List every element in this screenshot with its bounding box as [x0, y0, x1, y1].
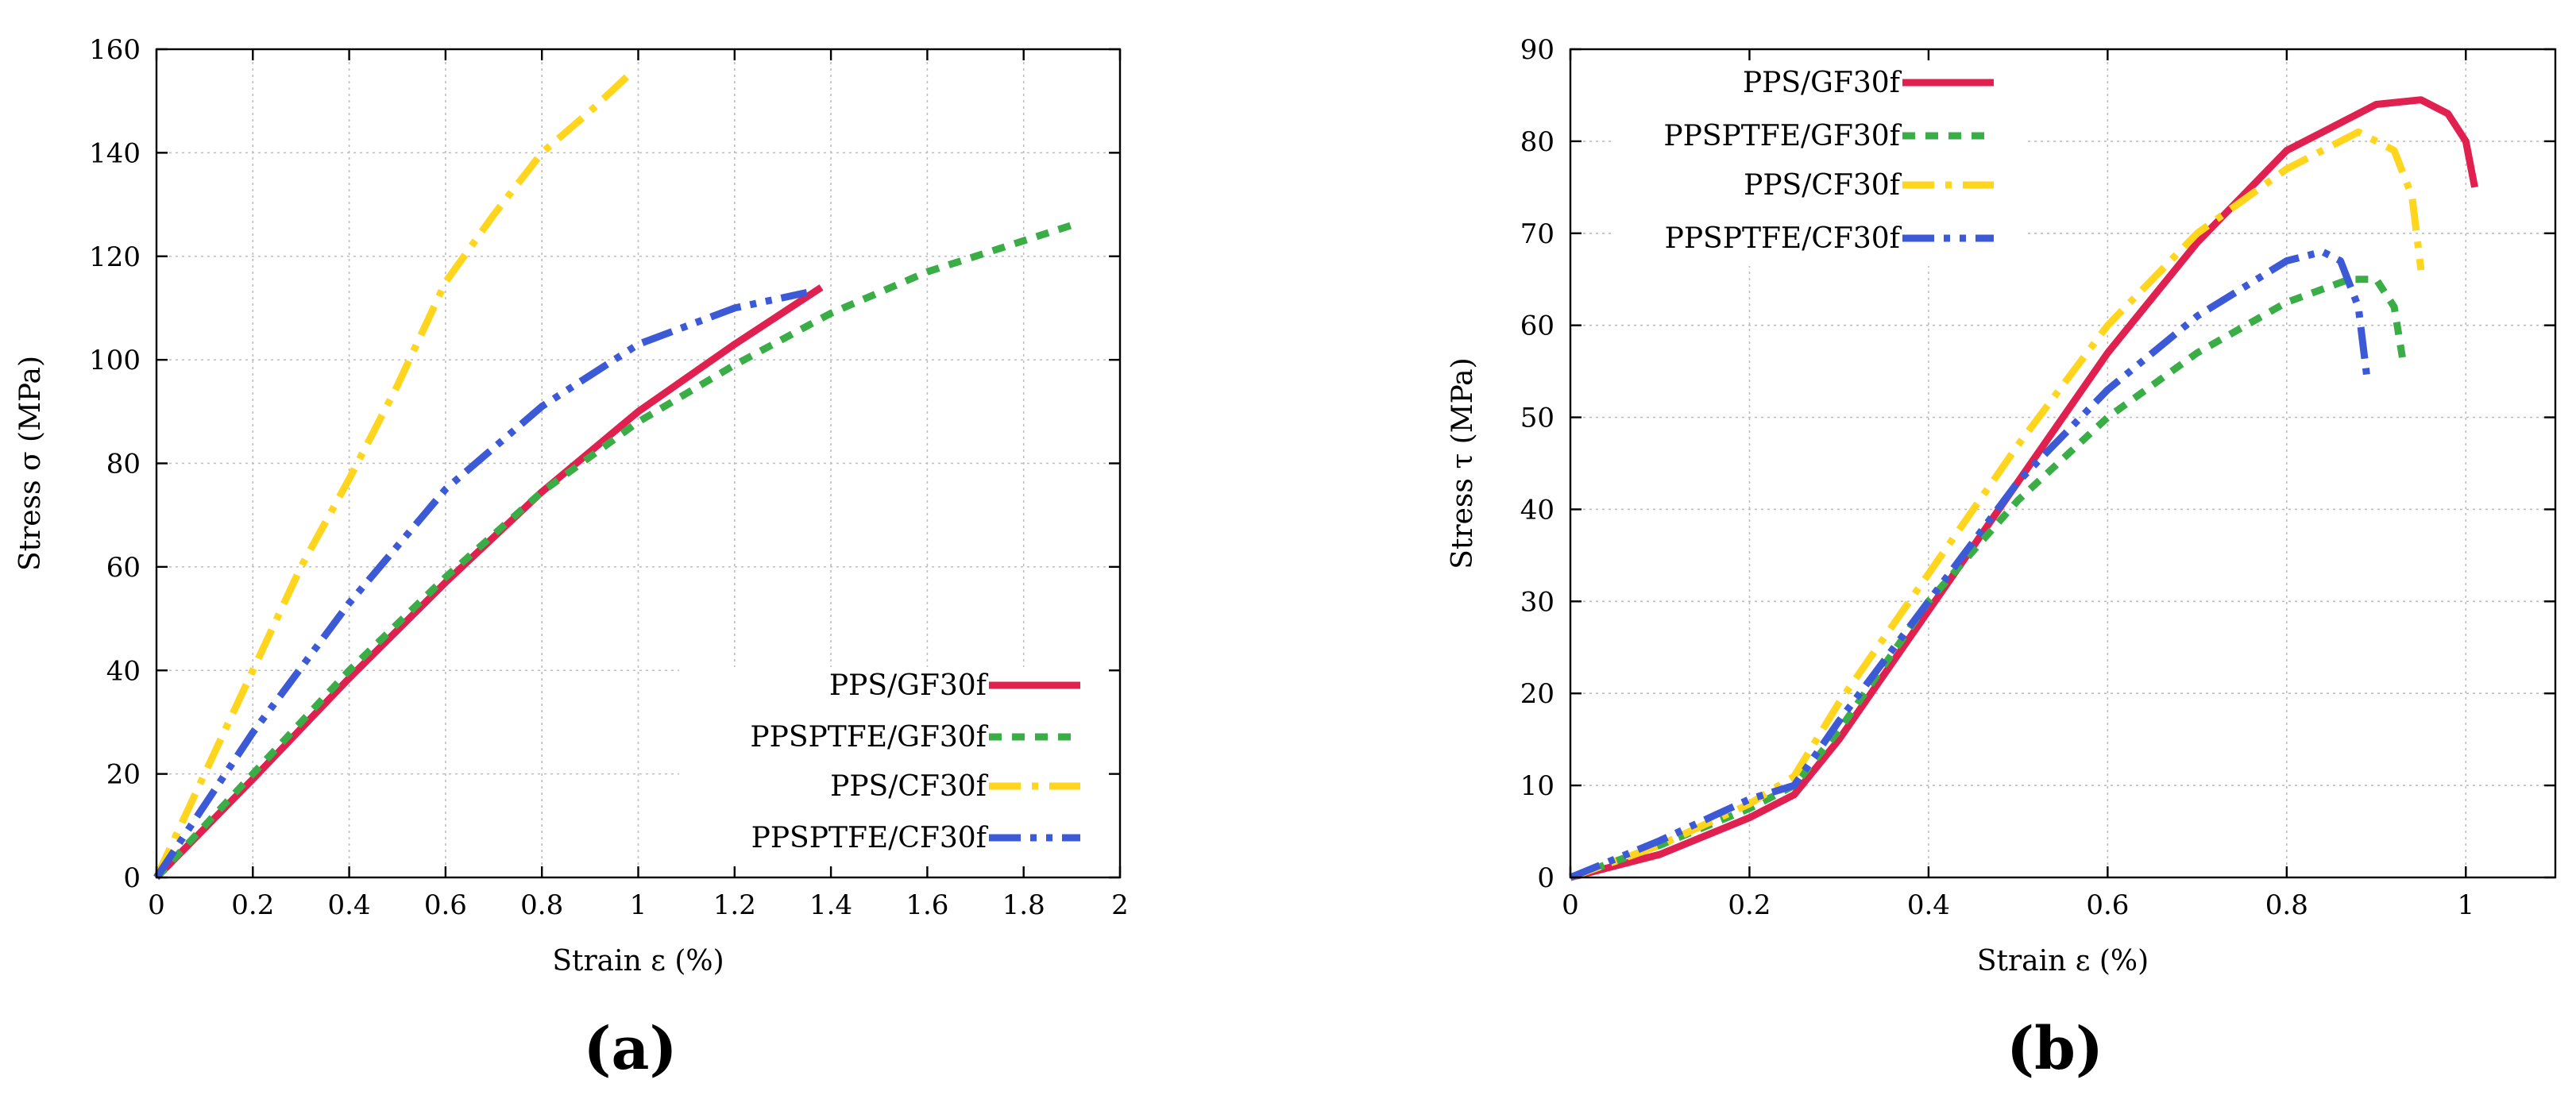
series-group — [153, 72, 1073, 881]
plot-frame — [1569, 48, 2557, 879]
x-tick-label: 0.2 — [1728, 889, 1771, 921]
x-tick-label: 0.6 — [424, 889, 467, 921]
x-tick-label: 0.4 — [328, 889, 371, 921]
x-tick-label: 1.2 — [713, 889, 756, 921]
x-tick-label: 0.8 — [2265, 889, 2308, 921]
y-tick-label: 70 — [1520, 218, 1554, 250]
legend-entry-label: PPSPTFE/GF30f — [750, 721, 988, 754]
series-line-pps-gf30f — [153, 284, 824, 881]
y-tick-label: 10 — [1520, 770, 1554, 802]
legend-entry-label: PPSPTFE/CF30f — [751, 822, 989, 854]
y-tick-label: 0 — [1537, 862, 1554, 894]
x-tick-label: 1 — [630, 889, 647, 921]
y-tick-label: 120 — [89, 241, 141, 273]
legend-entry-label: PPS/GF30f — [1743, 67, 1902, 99]
chart-panel-a: 0 0.2 0.4 0.6 0.8 1 1.2 1.4 1.6 1.8 20204060801001… — [14, 34, 1129, 1083]
y-tick-label: 90 — [1520, 34, 1554, 66]
series-line-pps-cf30f — [153, 72, 631, 879]
y-tick-label: 80 — [106, 449, 141, 480]
grid — [156, 49, 1120, 877]
y-tick-label: 60 — [106, 552, 141, 584]
chart-panel-b: 0 0.2 0.4 0.6 0.8 10102030405060708090Strain … — [1446, 34, 2557, 1083]
legend: PPS/GF30f PPSPTFE/GF30f PPS/CF30f PPSPTFE/C… — [1663, 67, 1994, 255]
x-tick-label: 1.6 — [906, 889, 948, 921]
x-tick-label: 0.2 — [231, 889, 274, 921]
x-tick-label: 1 — [2457, 889, 2474, 921]
x-tick-label: 0.6 — [2086, 889, 2129, 921]
series-line-ppsptfe-cf30f — [153, 288, 808, 880]
y-tick-label: 0 — [123, 862, 141, 894]
x-tick-label: 0.8 — [520, 889, 563, 921]
y-tick-label: 160 — [89, 34, 141, 66]
y-tick-label: 80 — [1520, 126, 1554, 158]
y-axis-label: Stress τ (MPa) — [1446, 357, 1479, 569]
series-line-ppsptfe-cf30f — [1569, 248, 2371, 881]
y-tick-label: 40 — [106, 655, 141, 687]
panel-label: (b) — [2006, 1015, 2103, 1083]
series-line-ppsptfe-gf30f — [153, 222, 1073, 881]
grid — [1570, 49, 2555, 877]
ticks: 0 0.2 0.4 0.6 0.8 1 1.2 1.4 1.6 1.8 20204060801001… — [89, 34, 1129, 921]
x-tick-label: 1.4 — [809, 889, 852, 921]
y-tick-label: 20 — [1520, 678, 1554, 710]
panel-label: (a) — [584, 1015, 678, 1083]
y-tick-label: 60 — [1520, 310, 1554, 342]
x-axis-label: Strain ε (%) — [1977, 945, 2149, 978]
x-tick-label: 0 — [1562, 889, 1579, 921]
series-line-pps-cf30f — [1569, 128, 2425, 881]
y-tick-label: 50 — [1520, 403, 1554, 434]
y-tick-label: 40 — [1520, 494, 1554, 526]
y-tick-label: 140 — [89, 137, 141, 169]
x-tick-label: 2 — [1111, 889, 1129, 921]
legend-entry-label: PPS/CF30f — [830, 770, 989, 803]
legend-entry-label: PPSPTFE/CF30f — [1665, 222, 1902, 255]
series-line-ppsptfe-gf30f — [1569, 276, 2407, 881]
series-group — [1569, 96, 2478, 881]
y-tick-label: 20 — [106, 759, 141, 791]
series-line-pps-gf30f — [1569, 96, 2478, 881]
x-axis-label: Strain ε (%) — [552, 945, 724, 978]
legend-background — [679, 667, 1120, 877]
x-tick-label: 0.4 — [1907, 889, 1950, 921]
y-tick-label: 100 — [89, 345, 141, 376]
y-tick-label: 30 — [1520, 586, 1554, 618]
x-tick-label: 1.8 — [1002, 889, 1045, 921]
y-axis-label: Stress σ (MPa) — [14, 356, 47, 571]
legend-entry-label: PPS/CF30f — [1744, 169, 1902, 202]
legend-entry-label: PPSPTFE/GF30f — [1663, 120, 1902, 152]
legend: PPS/GF30f PPSPTFE/GF30f PPS/CF30f PPSPTFE/C… — [750, 669, 1080, 854]
legend-entry-label: PPS/GF30f — [829, 669, 989, 702]
x-tick-label: 0 — [148, 889, 165, 921]
